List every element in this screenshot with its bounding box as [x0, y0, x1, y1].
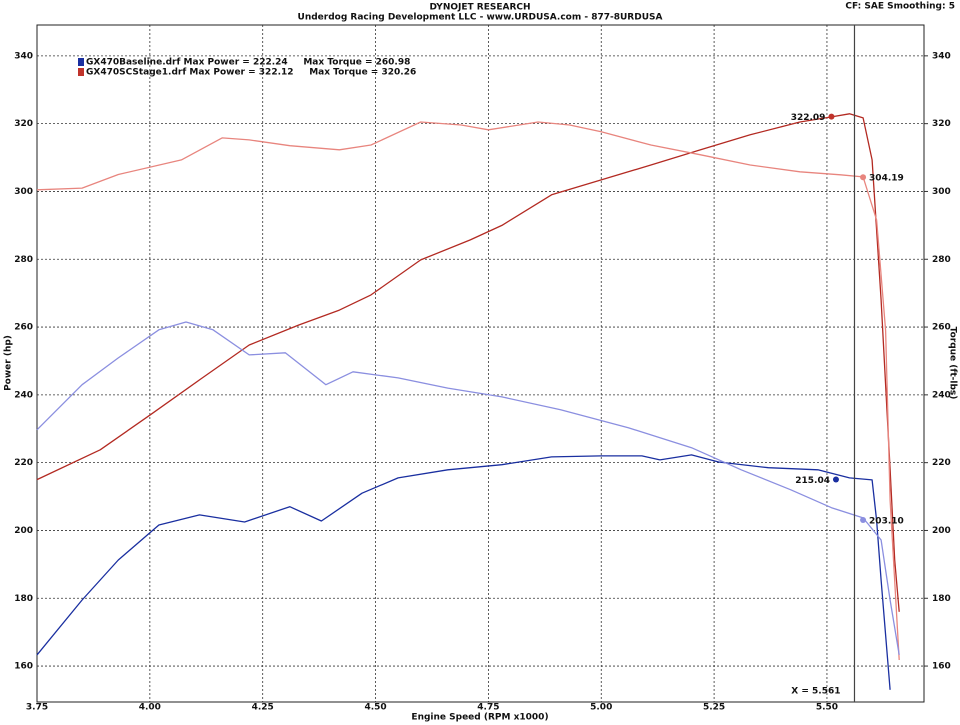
x-tick-label: 4.50 [364, 703, 386, 713]
data-line [36, 113, 900, 612]
data-line [36, 321, 900, 656]
x-tick-label: 3.75 [26, 703, 48, 713]
x-tick-label: 4.75 [477, 703, 499, 713]
y-tick-label: 300 [14, 187, 33, 197]
y2-tick-label: 180 [932, 594, 951, 604]
x-tick-label: 4.00 [139, 703, 161, 713]
y-tick-label: 240 [14, 390, 33, 400]
legend-swatch [78, 58, 84, 66]
x-tick-label: 5.00 [590, 703, 612, 713]
y-tick-label: 280 [14, 255, 33, 265]
y-tick-label: 320 [14, 119, 33, 129]
chart-subtitle: Underdog Racing Development LLC - www.UR… [298, 13, 663, 23]
y2-tick-label: 300 [932, 187, 951, 197]
y2-tick-label: 260 [932, 323, 951, 333]
value-marker [832, 476, 839, 483]
y-tick-label: 340 [14, 51, 33, 61]
cursor-label: X = 5.561 [791, 687, 840, 697]
value-marker [860, 174, 867, 181]
y-axis-title: Power (hp) [4, 335, 14, 391]
legend-swatch [78, 68, 84, 76]
y-tick-label: 260 [14, 323, 33, 333]
value-label: 322.09 [791, 113, 826, 123]
legend-label: GX470Baseline.drf Max Power = 222.24 Max… [86, 58, 410, 68]
y2-tick-label: 220 [932, 458, 951, 468]
value-marker [828, 113, 835, 120]
x-tick-label: 5.50 [816, 703, 838, 713]
value-label: 215.04 [795, 476, 830, 486]
y2-tick-label: 280 [932, 255, 951, 265]
y2-axis-title: Torque (ft-lbs) [948, 327, 958, 400]
y-tick-label: 220 [14, 458, 33, 468]
y-tick-label: 180 [14, 594, 33, 604]
value-marker [860, 516, 867, 523]
value-label: 304.19 [869, 174, 904, 184]
data-line [36, 454, 891, 690]
x-tick-label: 4.25 [252, 703, 274, 713]
corner-note: CF: SAE Smoothing: 5 [845, 2, 955, 12]
y-tick-label: 200 [14, 526, 33, 536]
y2-tick-label: 340 [932, 51, 951, 61]
value-label: 203.10 [869, 516, 904, 526]
chart-title: DYNOJET RESEARCH [429, 3, 530, 13]
y2-tick-label: 160 [932, 662, 951, 672]
y2-tick-label: 320 [932, 119, 951, 129]
legend-label: GX470SCStage1.drf Max Power = 322.12 Max… [86, 68, 416, 78]
x-tick-label: 5.25 [703, 703, 725, 713]
x-axis-title: Engine Speed (RPM x1000) [411, 713, 548, 723]
plot-border [36, 24, 925, 703]
y-tick-label: 160 [14, 662, 33, 672]
y2-tick-label: 240 [932, 390, 951, 400]
y2-tick-label: 200 [932, 526, 951, 536]
